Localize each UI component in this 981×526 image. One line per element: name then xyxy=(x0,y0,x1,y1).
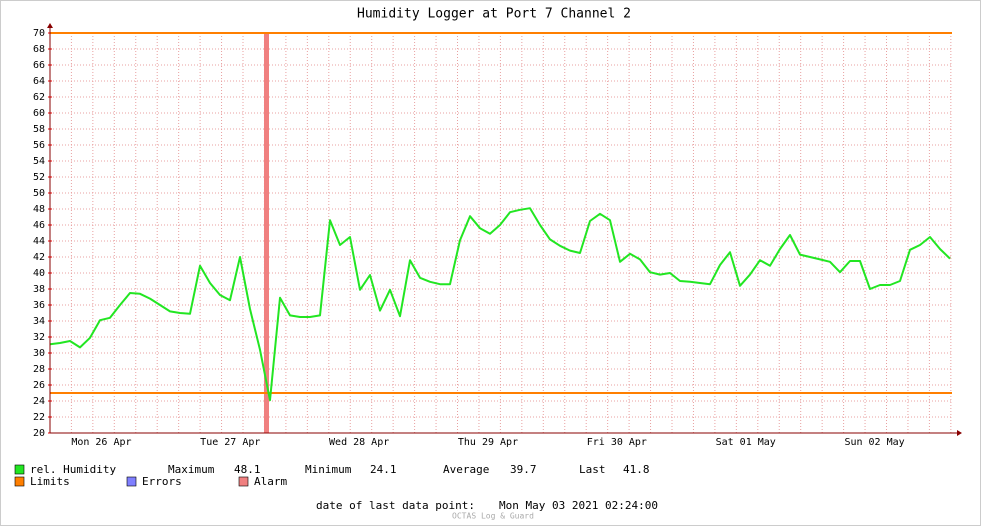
stat-label: Average xyxy=(443,463,489,476)
legend-swatch xyxy=(238,476,249,487)
legend-swatch xyxy=(14,476,25,487)
legend-label: Alarm xyxy=(254,475,287,488)
y-tick-label: 42 xyxy=(33,252,45,263)
footer-label: date of last data point: xyxy=(316,499,475,512)
vertical-grid xyxy=(70,33,952,433)
y-tick-label: 54 xyxy=(33,156,45,167)
x-tick-label: Thu 29 Apr xyxy=(458,437,518,448)
x-tick-label: Wed 28 Apr xyxy=(329,437,389,448)
legend-label: Limits xyxy=(30,475,70,488)
legend-swatch xyxy=(126,476,137,487)
y-tick-label: 68 xyxy=(33,44,45,55)
y-tick-label: 20 xyxy=(33,428,45,439)
alarm-band xyxy=(264,33,269,433)
y-tick-label: 62 xyxy=(33,92,45,103)
y-tick-label: 26 xyxy=(33,380,45,391)
y-tick-label: 40 xyxy=(33,268,45,279)
marks xyxy=(49,32,952,402)
y-tick-label: 36 xyxy=(33,300,45,311)
horizontal-grid: 20 22 24 26 28 30 32 34 36 38 40 42 44 46 48 50 52 54 56 58… xyxy=(33,28,952,439)
stat-value: 24.1 xyxy=(370,463,397,476)
data-line xyxy=(49,207,951,402)
y-tick-label: 70 xyxy=(33,28,45,39)
x-tick-label: Sun 02 May xyxy=(844,437,904,448)
stat-label: Minimum xyxy=(305,463,352,476)
x-tick-label: Tue 27 Apr xyxy=(200,437,260,448)
chart-title: Humidity Logger at Port 7 Channel 2 xyxy=(357,7,631,22)
y-tick-label: 52 xyxy=(33,172,45,183)
stat-label: Maximum xyxy=(168,463,215,476)
footer-value: Mon May 03 2021 02:24:00 xyxy=(499,499,658,512)
y-tick-label: 64 xyxy=(33,76,45,87)
y-tick-label: 24 xyxy=(33,396,45,407)
y-tick-label: 34 xyxy=(33,316,45,327)
watermark: OCTAS Log & Guard xyxy=(452,512,534,521)
x-tick-label: Mon 26 Apr xyxy=(71,437,131,448)
y-tick-label: 56 xyxy=(33,140,45,151)
y-tick-label: 50 xyxy=(33,188,45,199)
y-tick-label: 66 xyxy=(33,60,45,71)
y-tick-label: 38 xyxy=(33,284,45,295)
y-tick-label: 48 xyxy=(33,204,45,215)
y-arrow xyxy=(47,23,53,28)
y-tick-label: 22 xyxy=(33,412,45,423)
x-tick-label: Sat 01 May xyxy=(716,437,776,448)
x-tick-label: Fri 30 Apr xyxy=(587,437,647,448)
y-tick-label: 28 xyxy=(33,364,45,375)
x-arrow xyxy=(957,430,962,436)
y-tick-label: 30 xyxy=(33,348,45,359)
stat-value: 39.7 xyxy=(510,463,537,476)
stat-label: Last xyxy=(579,463,606,476)
y-tick-label: 60 xyxy=(33,108,45,119)
y-tick-label: 32 xyxy=(33,332,45,343)
stat-value: 48.1 xyxy=(234,463,261,476)
stat-value: 41.8 xyxy=(623,463,650,476)
y-tick-label: 46 xyxy=(33,220,45,231)
y-tick-label: 58 xyxy=(33,124,45,135)
legend-label: Errors xyxy=(142,475,182,488)
legend-label: rel. Humidity xyxy=(30,463,116,476)
legend: rel. Humidity Maximum 48.1 Minimum 24.1 Avera… xyxy=(14,463,650,488)
y-tick-label: 44 xyxy=(33,236,45,247)
legend-swatch xyxy=(14,464,25,475)
plot-area xyxy=(50,33,952,433)
